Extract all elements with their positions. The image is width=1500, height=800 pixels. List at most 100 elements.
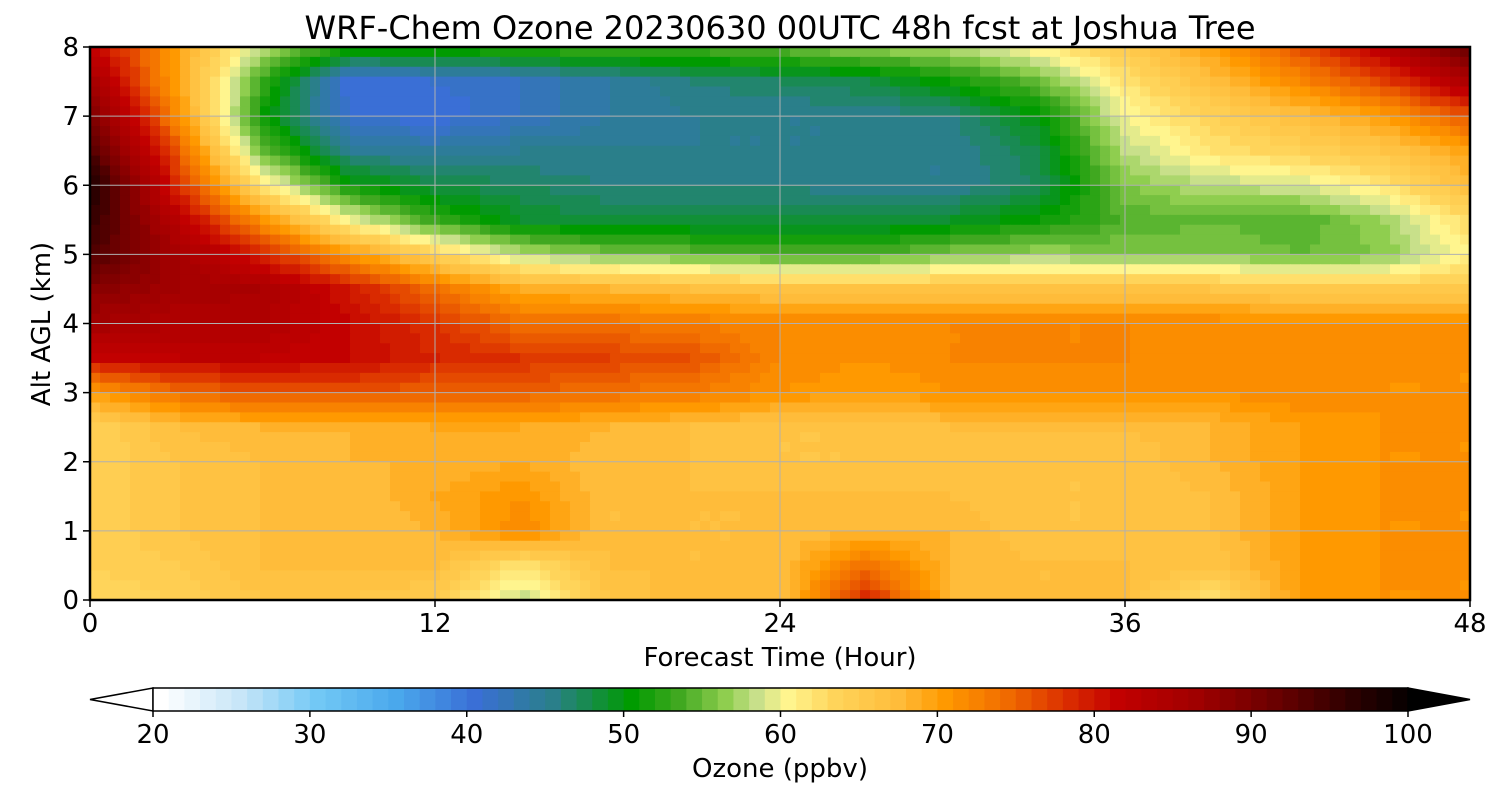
heatmap-cell (810, 214, 821, 226)
heatmap-cell (1080, 363, 1091, 374)
heatmap-cell (520, 333, 531, 344)
heatmap-cell (200, 175, 211, 186)
heatmap-cell (1350, 392, 1361, 404)
heatmap-cell (880, 155, 891, 167)
heatmap-cell (420, 363, 431, 374)
heatmap-cell (160, 66, 171, 78)
heatmap-cell (100, 145, 111, 157)
heatmap-cell (1370, 224, 1381, 236)
heatmap-cell (1230, 195, 1241, 206)
heatmap-cell (520, 116, 531, 127)
heatmap-cell (510, 274, 521, 285)
heatmap-cell (830, 353, 841, 364)
heatmap-cell (1220, 313, 1231, 325)
heatmap-cell (790, 155, 801, 167)
heatmap-cell (700, 205, 711, 216)
heatmap-cell (320, 155, 331, 167)
heatmap-cell (790, 135, 801, 147)
heatmap-cell (1310, 205, 1321, 216)
heatmap-cell (990, 56, 1001, 68)
heatmap-cell (1430, 313, 1441, 325)
heatmap-cell (1080, 66, 1091, 78)
heatmap-cell (750, 254, 761, 265)
heatmap-cell (770, 284, 781, 295)
heatmap-cell (470, 293, 481, 305)
heatmap-cell (310, 195, 321, 206)
heatmap-cell (1020, 47, 1031, 58)
heatmap-cell (1450, 264, 1461, 275)
heatmap-cell (670, 195, 681, 206)
heatmap-cell (210, 185, 221, 196)
heatmap-cell (1400, 165, 1411, 176)
heatmap-cell (900, 195, 911, 206)
heatmap-cell (150, 56, 161, 68)
heatmap-cell (1400, 145, 1411, 157)
heatmap-cell (1270, 353, 1281, 364)
heatmap-cell (580, 76, 591, 88)
heatmap-cell (220, 343, 231, 354)
heatmap-cell (980, 254, 991, 265)
heatmap-cell (810, 155, 821, 167)
heatmap-cell (560, 66, 571, 78)
heatmap-cell (740, 323, 751, 334)
heatmap-cell (750, 303, 761, 315)
heatmap-cell (540, 86, 551, 97)
heatmap-cell (1340, 126, 1351, 137)
heatmap-cell (800, 284, 811, 295)
heatmap-cell (1310, 274, 1321, 285)
heatmap-cell (630, 96, 641, 107)
heatmap-cell (840, 363, 851, 374)
heatmap-cell (960, 303, 971, 315)
heatmap-cell (170, 254, 181, 265)
heatmap-cell (450, 284, 461, 295)
heatmap-cell (1280, 106, 1291, 117)
heatmap-cell (800, 66, 811, 78)
heatmap-cell (1060, 382, 1071, 394)
heatmap-cell (690, 155, 701, 167)
heatmap-cell (250, 264, 261, 275)
heatmap-cell (1280, 254, 1291, 265)
heatmap-field (90, 47, 1471, 601)
heatmap-cell (1010, 126, 1021, 137)
heatmap-cell (1000, 145, 1011, 157)
heatmap-cell (1300, 165, 1311, 176)
heatmap-cell (620, 66, 631, 78)
heatmap-cell (660, 333, 671, 344)
heatmap-cell (1270, 205, 1281, 216)
heatmap-cell (320, 126, 331, 137)
heatmap-cell (780, 96, 791, 107)
heatmap-cell (620, 47, 631, 58)
heatmap-cell (1330, 293, 1341, 305)
heatmap-cell (460, 274, 471, 285)
heatmap-cell (450, 264, 461, 275)
heatmap-cell (350, 343, 361, 354)
heatmap-cell (1100, 165, 1111, 176)
heatmap-cell (710, 353, 721, 364)
heatmap-cell (1360, 205, 1371, 216)
heatmap-cell (1210, 66, 1221, 78)
heatmap-cell (1220, 126, 1231, 137)
heatmap-cell (310, 363, 321, 374)
heatmap-cell (1210, 145, 1221, 157)
heatmap-cell (700, 372, 711, 384)
heatmap-cell (1280, 234, 1291, 246)
heatmap-cell (300, 116, 311, 127)
heatmap-cell (1340, 392, 1351, 404)
heatmap-cell (1330, 254, 1341, 265)
heatmap-cell (1370, 214, 1381, 226)
heatmap-cell (500, 66, 511, 78)
heatmap-cell (200, 343, 211, 354)
heatmap-cell (410, 116, 421, 127)
heatmap-cell (660, 66, 671, 78)
heatmap-cell (1240, 382, 1251, 394)
heatmap-cell (650, 86, 661, 97)
heatmap-cell (850, 126, 861, 137)
heatmap-cell (1360, 185, 1371, 196)
heatmap-cell (710, 66, 721, 78)
heatmap-cell (210, 363, 221, 374)
heatmap-cell (390, 254, 401, 265)
heatmap-cell (190, 56, 201, 68)
heatmap-cell (190, 175, 201, 186)
heatmap-cell (790, 195, 801, 206)
heatmap-cell (800, 145, 811, 157)
